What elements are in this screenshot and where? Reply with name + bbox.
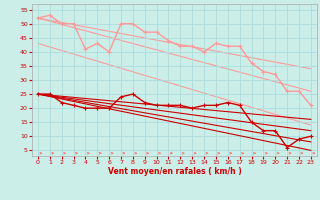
X-axis label: Vent moyen/en rafales ( km/h ): Vent moyen/en rafales ( km/h ) [108, 167, 241, 176]
